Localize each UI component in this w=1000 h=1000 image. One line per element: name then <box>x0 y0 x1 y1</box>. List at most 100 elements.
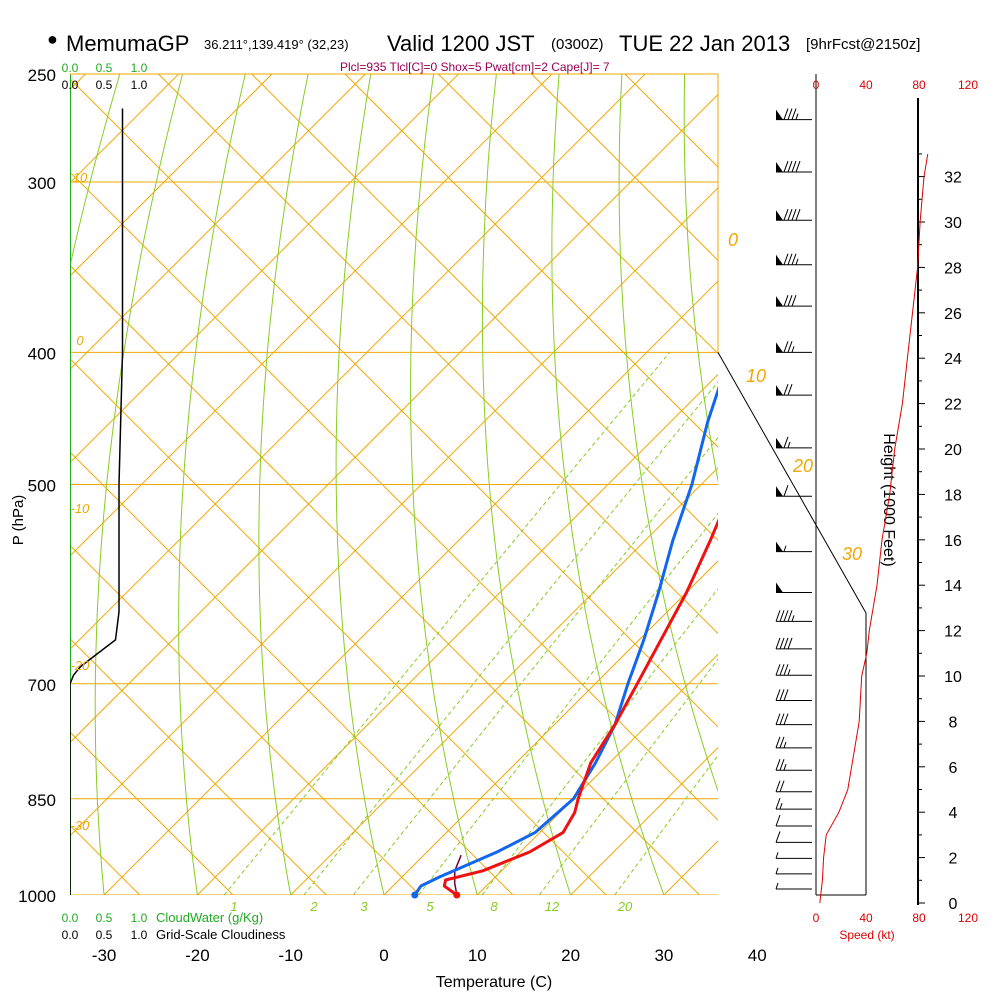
speed-top-tick: 80 <box>912 78 926 92</box>
wind-barb-full <box>795 209 801 221</box>
forecast-info: [9hrFcst@2150z] <box>806 36 921 53</box>
isotherm-line <box>70 74 459 464</box>
wind-barb-full <box>783 209 789 221</box>
wind-barb-half <box>783 741 787 749</box>
wind-barb-full <box>783 610 789 622</box>
wind-barb-half <box>795 113 799 120</box>
wind-barb-full <box>783 295 789 307</box>
wind-barb <box>776 253 812 266</box>
wind-barb-full <box>787 610 793 622</box>
dry-adiabat-line <box>551 74 665 895</box>
height-tick-label: 8 <box>949 714 958 731</box>
wind-barb-full <box>775 814 781 827</box>
wind-barb <box>775 637 812 650</box>
wind-barb-full <box>787 341 793 353</box>
cloudiness-bottom-tick: 0.5 <box>96 928 113 942</box>
theta-label: 30 <box>842 544 862 564</box>
wind-barb <box>775 759 812 771</box>
plot-area <box>70 74 1000 895</box>
wind-barb <box>775 852 812 859</box>
mixing-ratio-label: 2 <box>309 899 318 914</box>
pressure-tick-label: 300 <box>28 174 56 193</box>
mixing-ratio-label: 20 <box>617 899 633 914</box>
dry-adiabat-line <box>810 74 1000 895</box>
wind-barb-full <box>775 736 781 749</box>
wind-barb <box>775 664 812 676</box>
wind-barb-full <box>783 664 789 676</box>
cloudwater-top-tick: 0.5 <box>96 61 113 75</box>
wind-barb <box>776 485 812 497</box>
wind-barb-half <box>783 764 787 771</box>
left-temp-label: 10 <box>73 170 88 185</box>
wind-barb <box>775 610 812 622</box>
dry-adiabat-line <box>258 74 309 895</box>
wind-barb-full <box>779 637 785 650</box>
wind-barb <box>776 436 812 449</box>
isotherm-line <box>851 74 1000 895</box>
speed-bottom-tick: 0 <box>813 911 820 925</box>
speed-bottom-tick: 40 <box>859 911 873 925</box>
valid-date: TUE 22 Jan 2013 <box>619 31 791 56</box>
temp-tick-label: 10 <box>468 946 487 965</box>
adiabat-line <box>70 637 327 895</box>
cloudwater-bottom-tick: 1.0 <box>131 911 148 925</box>
dry-adiabat-line <box>747 74 943 895</box>
adiabat-line <box>531 74 718 262</box>
pressure-tick-label: 700 <box>28 676 56 695</box>
height-tick-label: 6 <box>949 760 958 777</box>
cloudiness-top-tick: 0.5 <box>96 78 113 92</box>
wind-barb-full <box>779 780 785 792</box>
model-name: MemumaGP <box>66 31 190 56</box>
wind-barb-pennant <box>776 486 783 497</box>
wind-barb-full <box>787 295 793 307</box>
wind-barb-pennant <box>776 342 783 353</box>
wind-barb-full <box>775 759 781 771</box>
wind-barb-half <box>783 545 787 552</box>
adiabat-line <box>437 74 718 355</box>
wind-barb <box>776 341 812 353</box>
wind-barb-full <box>775 831 781 843</box>
cloudiness-label: Grid-Scale Cloudiness <box>156 927 286 942</box>
wind-barb-full <box>791 253 797 265</box>
valid-time: Valid 1200 JST <box>387 31 535 56</box>
wind-barb-full <box>779 713 785 725</box>
height-tick-label: 28 <box>944 260 962 277</box>
pressure-tick-label: 250 <box>28 66 56 85</box>
temp-tick-label: 30 <box>654 946 673 965</box>
height-tick-label: 2 <box>949 851 958 868</box>
temp-tick-label: -30 <box>92 946 117 965</box>
pressure-tick-label: 400 <box>28 344 56 363</box>
utc-time: (0300Z) <box>551 36 604 53</box>
wind-barb-pennant <box>776 437 783 448</box>
speed-bottom-tick: 120 <box>958 911 978 925</box>
wind-barb-pennant <box>776 541 783 552</box>
wind-barb <box>775 797 812 810</box>
wind-barb-full <box>775 780 781 792</box>
wind-barb-half <box>779 802 783 810</box>
speed-label: Speed (kt) <box>839 928 894 942</box>
adiabat-line <box>70 544 420 895</box>
cloudwater-label: CloudWater (g/Kg) <box>156 910 263 925</box>
dry-adiabat-line <box>481 74 572 895</box>
height-tick-label: 18 <box>944 487 962 504</box>
wind-barb-half <box>795 258 799 265</box>
wind-barb <box>775 713 812 726</box>
height-tick-label: 32 <box>944 170 962 187</box>
theta-label: 20 <box>792 456 813 476</box>
height-tick-label: 22 <box>944 397 962 414</box>
mixing-ratio-label: 1 <box>230 899 237 914</box>
speed-top-tick: 40 <box>859 78 873 92</box>
height-tick-label: 4 <box>949 805 958 822</box>
pressure-tick-label: 500 <box>28 477 56 496</box>
wind-barb <box>776 384 812 396</box>
wind-barb <box>776 541 812 553</box>
wind-barb <box>776 160 812 173</box>
wind-barb-half <box>791 615 795 622</box>
wind-barb-full <box>783 160 789 173</box>
wind-barb-full <box>779 759 785 771</box>
wind-barb-pennant <box>776 162 783 173</box>
wind-barb-half <box>791 346 795 353</box>
surface-temp-dot <box>453 891 461 899</box>
cloudwater-top-tick: 1.0 <box>131 61 148 75</box>
